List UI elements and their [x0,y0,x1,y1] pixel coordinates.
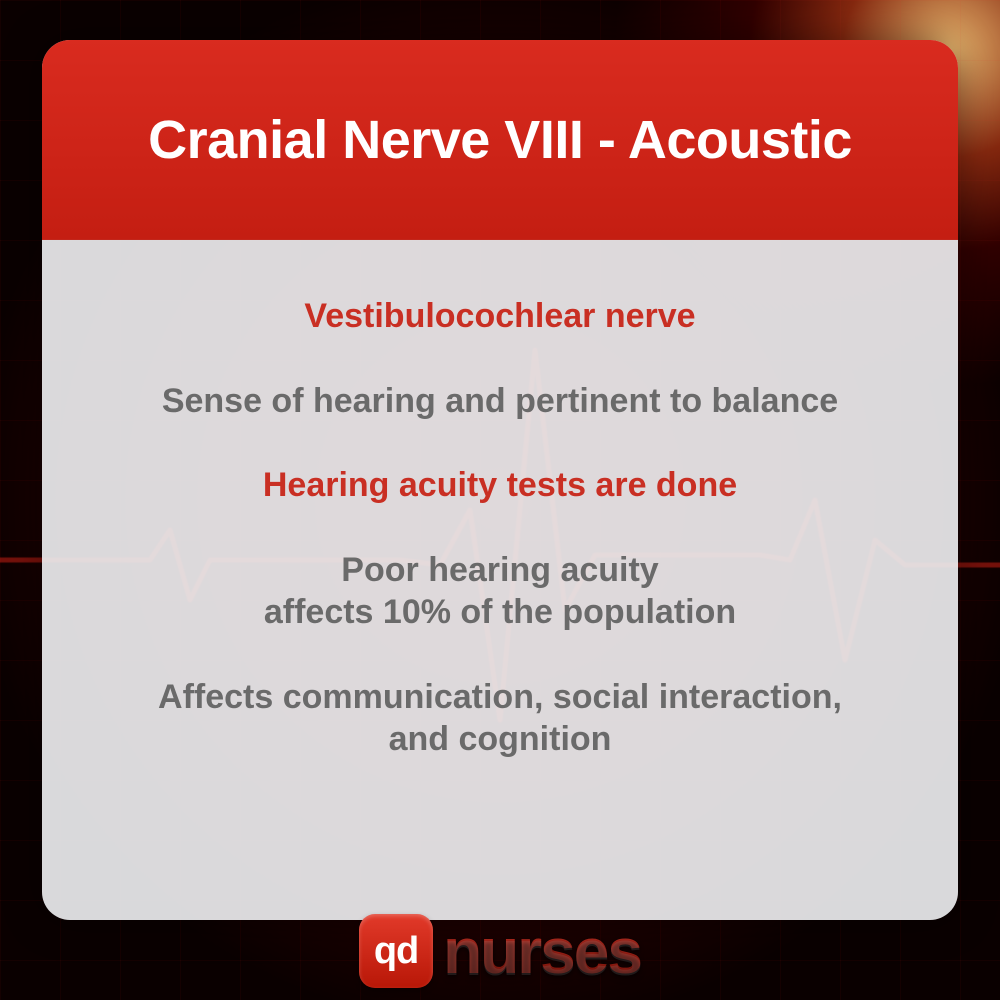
logo-badge-text: qd [374,930,418,973]
info-card: Cranial Nerve VIII - Acoustic Vestibuloc… [42,40,958,920]
content-line: Hearing acuity tests are done [82,464,918,507]
card-body: Vestibulocochlear nerve Sense of hearing … [42,240,958,823]
content-line: Sense of hearing and pertinent to balanc… [82,380,918,423]
card-header: Cranial Nerve VIII - Acoustic [42,40,958,240]
content-line: Vestibulocochlear nerve [82,295,918,338]
logo-badge: qd [359,914,433,988]
content-line: Affects communication, social interactio… [82,676,918,761]
brand-logo: qd nurses [0,914,1000,988]
card-title: Cranial Nerve VIII - Acoustic [148,109,852,171]
content-line: Poor hearing acuityaffects 10% of the po… [82,549,918,634]
logo-wordmark: nurses [443,914,641,988]
